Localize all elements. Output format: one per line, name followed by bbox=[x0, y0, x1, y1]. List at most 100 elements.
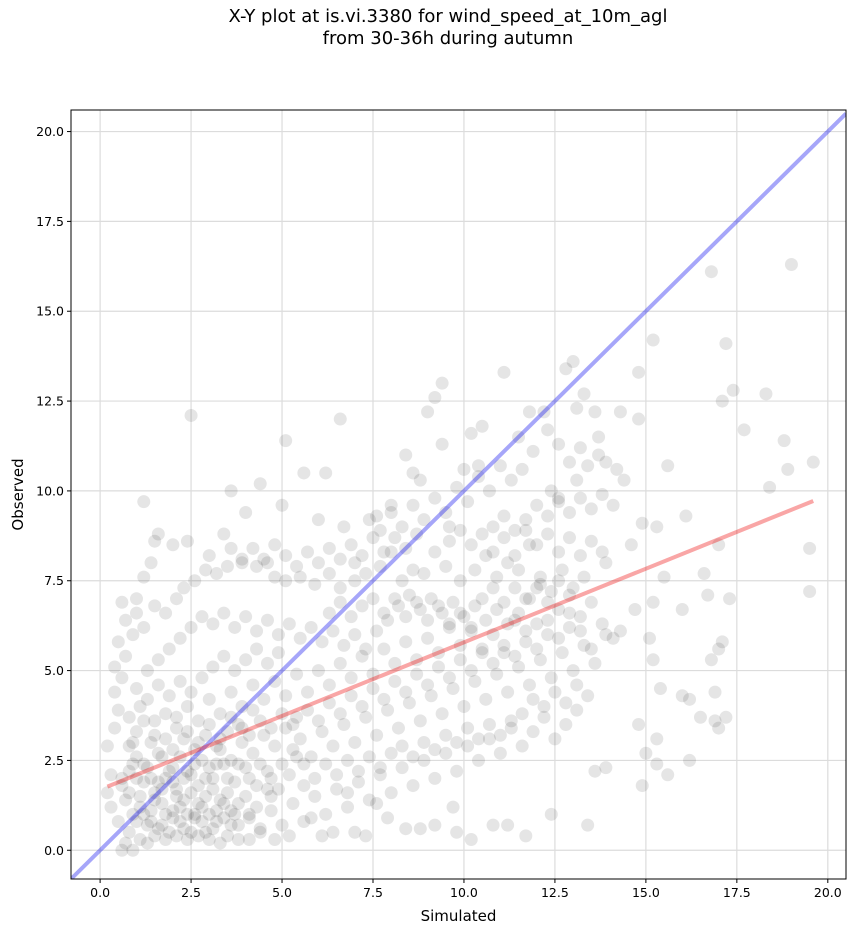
data-point bbox=[202, 832, 216, 846]
data-point bbox=[257, 692, 271, 706]
data-point bbox=[242, 728, 256, 742]
data-point bbox=[464, 624, 478, 638]
data-point bbox=[126, 843, 140, 857]
data-point bbox=[712, 721, 726, 735]
data-point bbox=[628, 602, 642, 616]
data-point bbox=[293, 631, 307, 645]
data-point bbox=[231, 797, 245, 811]
data-point bbox=[562, 588, 576, 602]
data-point bbox=[479, 613, 493, 627]
data-point bbox=[242, 807, 256, 821]
data-point bbox=[170, 710, 184, 724]
data-point bbox=[570, 678, 584, 692]
data-point bbox=[341, 800, 355, 814]
data-point bbox=[344, 538, 358, 552]
data-point bbox=[279, 574, 293, 588]
data-point bbox=[439, 559, 453, 573]
data-point bbox=[144, 771, 158, 785]
data-point bbox=[206, 782, 220, 796]
data-point bbox=[315, 635, 329, 649]
data-point bbox=[399, 635, 413, 649]
data-point bbox=[683, 753, 697, 767]
data-point bbox=[479, 549, 493, 563]
data-point bbox=[199, 825, 213, 839]
data-point bbox=[279, 549, 293, 563]
data-point bbox=[348, 825, 362, 839]
data-point bbox=[421, 405, 435, 419]
data-point bbox=[457, 610, 471, 624]
data-point bbox=[322, 541, 336, 555]
data-point bbox=[595, 617, 609, 631]
data-point bbox=[271, 628, 285, 642]
data-point bbox=[355, 599, 369, 613]
data-point bbox=[213, 732, 227, 746]
data-point bbox=[159, 732, 173, 746]
data-point bbox=[388, 674, 402, 688]
data-point bbox=[220, 829, 234, 843]
data-point bbox=[162, 764, 176, 778]
data-point bbox=[777, 434, 791, 448]
data-point bbox=[399, 822, 413, 836]
data-point bbox=[661, 459, 675, 473]
data-point bbox=[453, 523, 467, 537]
data-point bbox=[482, 484, 496, 498]
data-point bbox=[322, 606, 336, 620]
data-point bbox=[395, 739, 409, 753]
data-point bbox=[562, 531, 576, 545]
data-point bbox=[100, 786, 114, 800]
data-point bbox=[475, 419, 489, 433]
data-point bbox=[519, 592, 533, 606]
data-point bbox=[257, 728, 271, 742]
data-point bbox=[144, 804, 158, 818]
y-axis-label: Observed bbox=[9, 458, 27, 530]
data-point bbox=[439, 728, 453, 742]
data-point bbox=[421, 613, 435, 627]
data-point bbox=[508, 581, 522, 595]
data-point bbox=[166, 743, 180, 757]
data-point bbox=[344, 689, 358, 703]
data-point bbox=[235, 556, 249, 570]
data-point bbox=[140, 692, 154, 706]
data-point bbox=[151, 678, 165, 692]
data-point bbox=[122, 764, 136, 778]
data-point bbox=[220, 559, 234, 573]
data-point bbox=[359, 642, 373, 656]
data-point bbox=[224, 541, 238, 555]
data-point bbox=[104, 768, 118, 782]
data-point bbox=[559, 717, 573, 731]
data-point bbox=[537, 700, 551, 714]
data-point bbox=[155, 750, 169, 764]
data-point bbox=[373, 768, 387, 782]
data-point bbox=[140, 664, 154, 678]
data-point bbox=[279, 689, 293, 703]
data-point bbox=[759, 387, 773, 401]
data-point bbox=[279, 434, 293, 448]
data-point bbox=[137, 775, 151, 789]
data-point bbox=[512, 660, 526, 674]
data-point bbox=[566, 581, 580, 595]
data-point bbox=[377, 606, 391, 620]
data-point bbox=[359, 829, 373, 843]
data-point bbox=[177, 732, 191, 746]
data-point bbox=[555, 646, 569, 660]
data-point bbox=[137, 807, 151, 821]
data-point bbox=[606, 498, 620, 512]
data-point bbox=[512, 606, 526, 620]
data-point bbox=[231, 717, 245, 731]
data-point bbox=[322, 678, 336, 692]
data-point bbox=[140, 818, 154, 832]
data-point bbox=[428, 491, 442, 505]
data-point bbox=[242, 771, 256, 785]
data-point bbox=[333, 656, 347, 670]
data-point bbox=[653, 682, 667, 696]
data-point bbox=[126, 628, 140, 642]
data-point bbox=[250, 624, 264, 638]
data-point bbox=[217, 527, 231, 541]
data-point bbox=[195, 800, 209, 814]
data-point bbox=[159, 606, 173, 620]
data-point bbox=[191, 797, 205, 811]
data-point bbox=[108, 721, 122, 735]
data-point bbox=[486, 818, 500, 832]
data-point bbox=[144, 815, 158, 829]
data-point bbox=[475, 646, 489, 660]
